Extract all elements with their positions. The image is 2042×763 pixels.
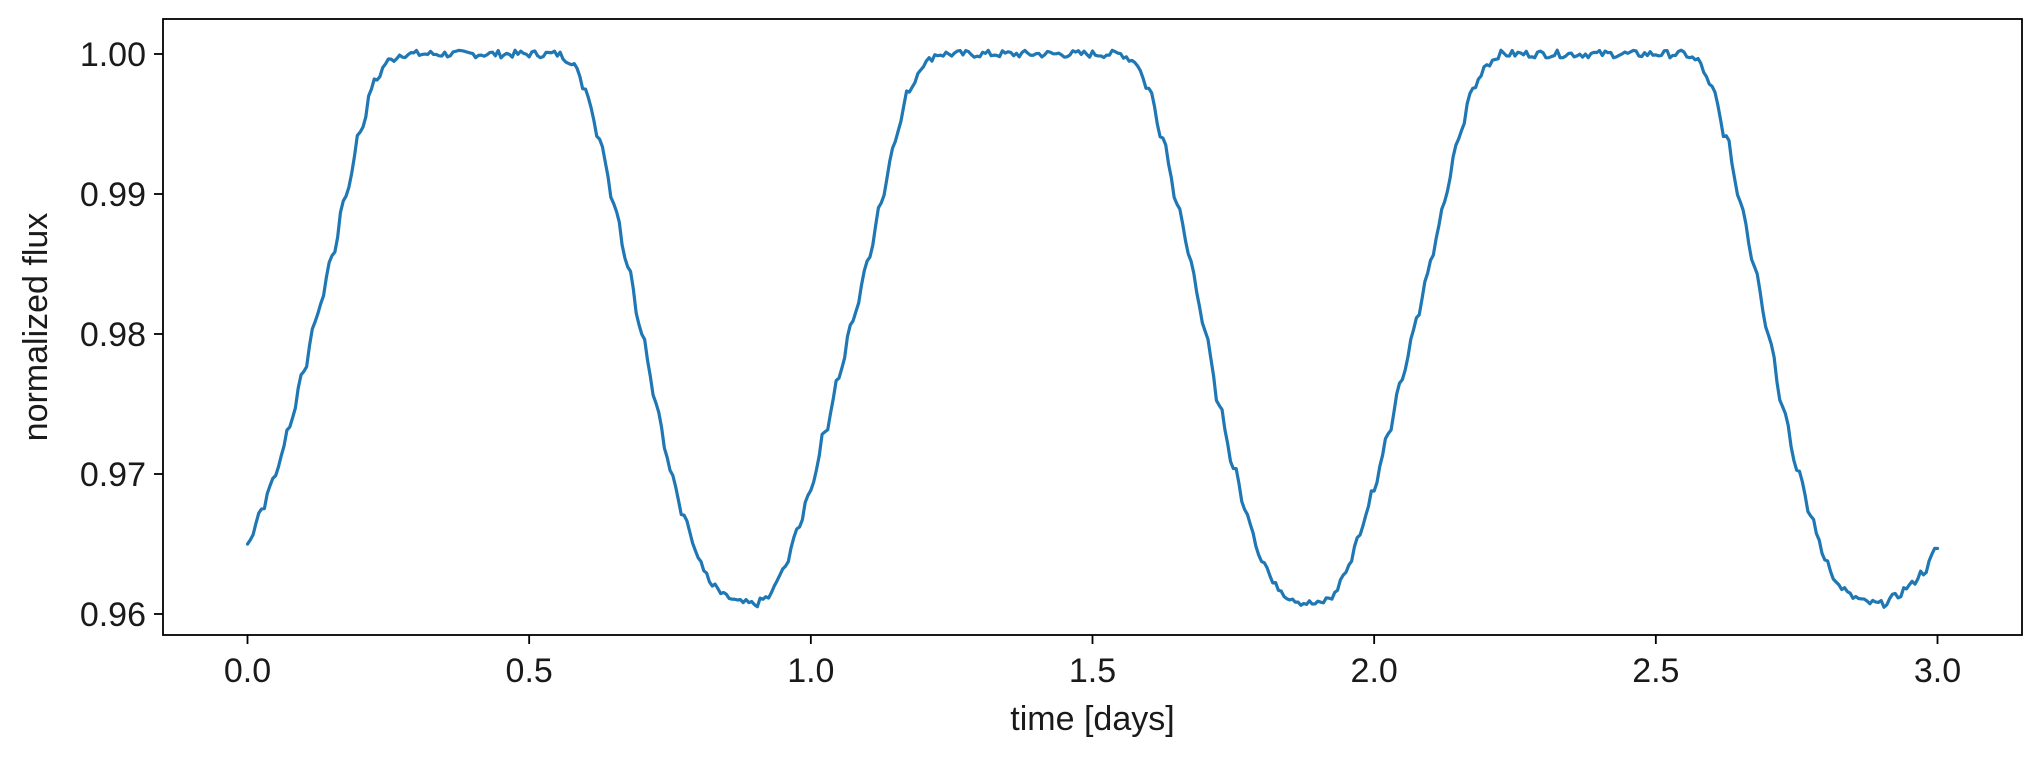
x-tick-label: 0.0: [224, 652, 271, 690]
x-axis: 0.0 0.5 1.0 1.5 2.0 2.5 3.0: [224, 635, 1961, 690]
x-tick-label: 2.0: [1351, 652, 1398, 690]
y-axis-label: normalized flux: [17, 213, 55, 442]
x-tick-label: 2.5: [1632, 652, 1679, 690]
y-tick-label: 0.97: [80, 456, 146, 494]
series-line: [245, 48, 1940, 609]
x-tick-label: 0.5: [506, 652, 553, 690]
x-tick-label: 1.5: [1069, 652, 1116, 690]
y-axis: 0.96 0.97 0.98 0.99 1.00: [80, 36, 163, 634]
y-tick-label: 0.96: [80, 596, 146, 634]
x-tick-label: 3.0: [1914, 652, 1961, 690]
plot-frame: [162, 18, 2023, 636]
y-tick-label: 0.99: [80, 176, 146, 214]
x-tick-label: 1.0: [787, 652, 834, 690]
x-axis-label: time [days]: [1010, 700, 1174, 738]
y-tick-label: 0.98: [80, 316, 146, 354]
y-tick-label: 1.00: [80, 36, 146, 74]
